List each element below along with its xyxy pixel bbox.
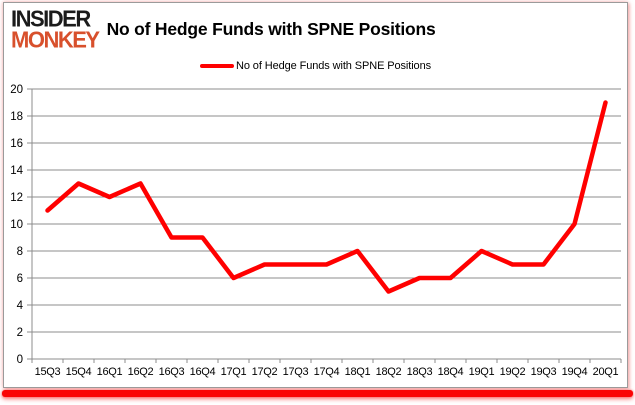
chart-header: INSIDER MONKEY No of Hedge Funds with SP… [11, 5, 436, 53]
y-axis-tick-label: 10 [10, 219, 23, 231]
x-axis-tick-label: 15Q3 [35, 366, 61, 378]
x-axis-tick-label: 16Q4 [190, 366, 216, 378]
logo-word-insider: INSIDER [11, 5, 91, 32]
x-axis-tick-label: 19Q4 [562, 366, 588, 378]
chart-title: No of Hedge Funds with SPNE Positions [106, 19, 436, 40]
x-axis-tick-label: 20Q1 [593, 366, 619, 378]
line-chart: 0 2 4 6 8 10 12 14 16 18 20 15Q3 15Q4 16Q1 16Q2 16Q3 16Q… [10, 84, 622, 378]
y-axis-tick-label: 2 [17, 327, 23, 339]
legend-line-swatch [199, 63, 234, 69]
y-axis-tick-label: 4 [17, 300, 24, 312]
x-axis-tick-label: 16Q2 [128, 366, 154, 378]
x-axis-tick-label: 18Q1 [345, 366, 371, 378]
bottom-red-bar [2, 390, 633, 397]
x-axis-tick-label: 16Q1 [97, 366, 123, 378]
x-axis-tick-label: 15Q4 [66, 366, 92, 378]
y-axis-tick-label: 16 [10, 138, 23, 150]
x-axis-tick-label: 16Q3 [159, 366, 185, 378]
y-axis-tick-label: 6 [17, 273, 23, 285]
x-axis-tick-label: 19Q3 [531, 366, 557, 378]
chart-card: INSIDER MONKEY No of Hedge Funds with SP… [3, 2, 628, 388]
insider-monkey-logo: INSIDER MONKEY [11, 5, 100, 53]
chart-legend: No of Hedge Funds with SPNE Positions [4, 60, 627, 72]
y-axis-tick-label: 18 [10, 111, 23, 123]
y-axis-tick-label: 20 [10, 84, 23, 96]
logo-word-monkey: MONKEY [11, 26, 100, 53]
y-axis-tick-label: 8 [17, 246, 23, 258]
y-axis-tick-label: 12 [10, 192, 23, 204]
x-axis-tick-label: 17Q3 [283, 366, 309, 378]
y-axis-tick-label: 0 [17, 354, 23, 366]
x-axis-tick-label: 17Q4 [314, 366, 340, 378]
x-axis-tick-label: 19Q2 [500, 366, 526, 378]
legend-label: No of Hedge Funds with SPNE Positions [235, 60, 431, 72]
x-axis-tick-label: 18Q3 [407, 366, 433, 378]
x-axis-tick-label: 18Q2 [376, 366, 402, 378]
x-axis-tick-label: 17Q1 [221, 366, 247, 378]
y-axis-tick-label: 14 [10, 165, 23, 177]
series-line-spne [45, 100, 608, 294]
x-axis-tick-label: 18Q4 [438, 366, 464, 378]
x-axis-tick-label: 19Q1 [469, 366, 495, 378]
x-axis-tick-label: 17Q2 [252, 366, 278, 378]
